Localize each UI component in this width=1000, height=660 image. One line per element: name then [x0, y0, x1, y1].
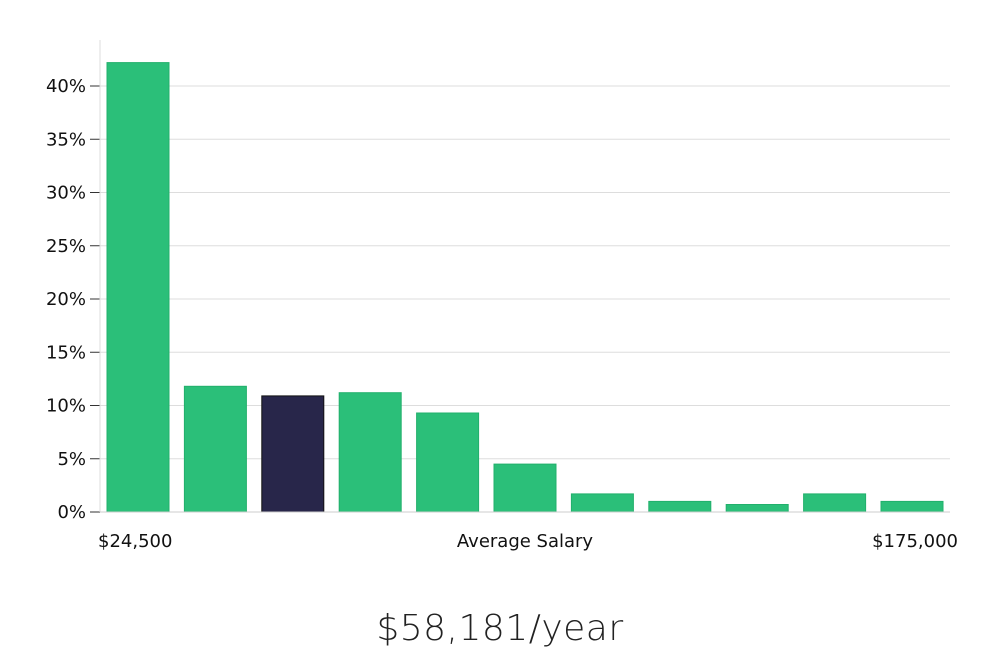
bar	[803, 493, 867, 513]
bar	[493, 463, 557, 513]
y-tick-label: 0%	[57, 502, 86, 523]
x-axis-min-label: $24,500	[98, 531, 172, 552]
bar	[725, 504, 789, 513]
bar	[880, 500, 944, 513]
x-axis-title: Average Salary	[457, 531, 594, 552]
bar	[648, 500, 712, 513]
bar	[106, 62, 170, 513]
y-tick-label: 25%	[46, 236, 86, 257]
y-tick-label: 30%	[46, 183, 86, 204]
bar-highlighted	[261, 395, 325, 513]
bar	[570, 493, 634, 513]
y-tick-label: 15%	[46, 342, 86, 363]
y-tick-label: 35%	[46, 129, 86, 150]
y-axis-ticks: 0% 5% 10% 15% 20% 25% 30% 35% 40%	[46, 76, 100, 523]
y-tick-label: 10%	[46, 396, 86, 417]
average-salary-value: $58,181/year	[376, 608, 624, 649]
salary-distribution-chart: 0% 5% 10% 15% 20% 25% 30% 35% 40% $24,500 Averag…	[46, 40, 958, 552]
bar	[416, 412, 480, 513]
y-tick-label: 20%	[46, 289, 86, 310]
y-tick-label: 40%	[46, 76, 86, 97]
bar	[338, 392, 402, 513]
y-tick-label: 5%	[57, 449, 86, 470]
bars	[106, 62, 944, 513]
x-axis-max-label: $175,000	[872, 531, 958, 552]
bar	[183, 385, 247, 513]
